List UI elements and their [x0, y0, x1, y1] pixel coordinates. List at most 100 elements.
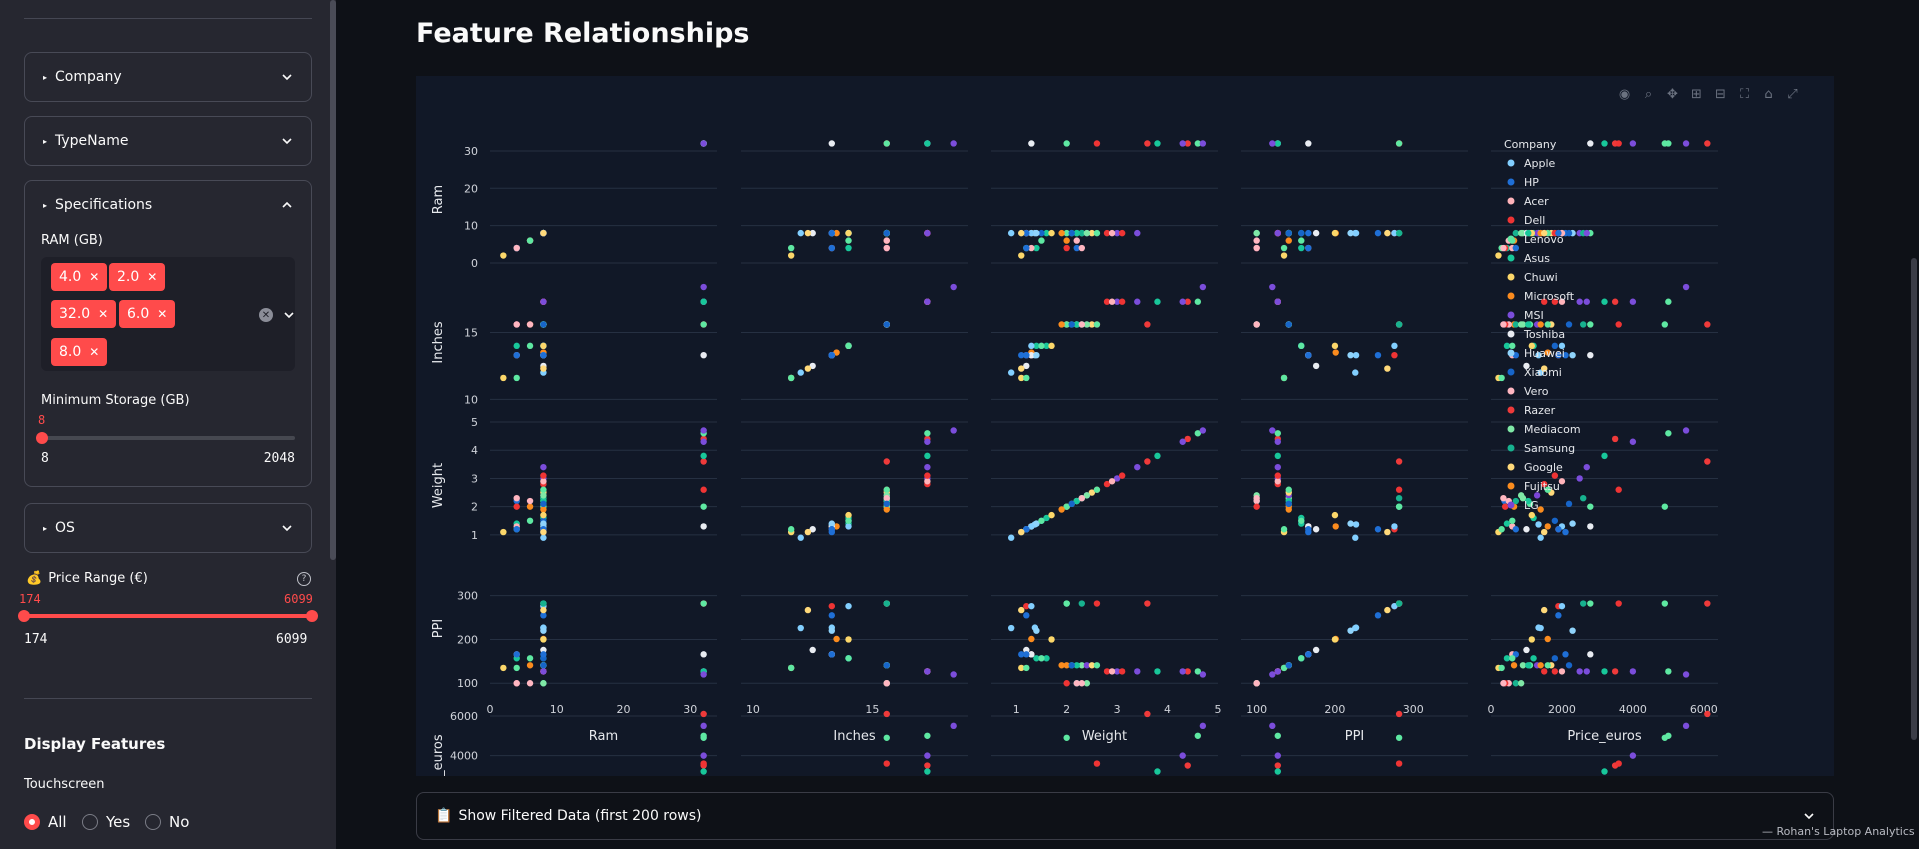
scatter-point[interactable]	[1103, 668, 1111, 675]
scatter-point[interactable]	[1551, 342, 1559, 350]
scatter-point[interactable]	[1038, 655, 1045, 662]
scatter-point[interactable]	[828, 140, 835, 147]
scatter-point[interactable]	[1285, 506, 1292, 513]
scatter-point[interactable]	[1063, 229, 1070, 237]
scatter-point[interactable]	[1023, 526, 1030, 533]
scatter-point[interactable]	[540, 600, 547, 607]
chevron-down-icon[interactable]	[1803, 810, 1815, 822]
scatter-point[interactable]	[1093, 140, 1101, 147]
scatter-point[interactable]	[1285, 237, 1292, 244]
scatter-point[interactable]	[1018, 528, 1025, 536]
scatter-point[interactable]	[1298, 655, 1305, 662]
scatter-point[interactable]	[883, 600, 890, 607]
scatter-point[interactable]	[1580, 321, 1587, 328]
radio-no[interactable]: No	[145, 813, 189, 831]
scatter-point[interactable]	[1537, 506, 1544, 513]
scatter-point[interactable]	[1134, 229, 1141, 237]
scatter-point[interactable]	[1583, 463, 1590, 471]
scatter-point[interactable]	[1391, 602, 1398, 610]
scatter-point[interactable]	[1541, 365, 1548, 372]
scatter-point[interactable]	[1587, 600, 1594, 607]
scatter-point[interactable]	[924, 452, 931, 460]
radio-yes[interactable]: Yes	[82, 813, 130, 831]
scatter-point[interactable]	[1332, 523, 1339, 530]
scatter-point[interactable]	[1541, 229, 1548, 237]
scatter-point[interactable]	[1525, 497, 1532, 505]
scatter-point[interactable]	[1184, 140, 1191, 147]
scatter-point[interactable]	[700, 427, 707, 434]
scatter-point[interactable]	[1541, 528, 1548, 536]
scatter-point[interactable]	[883, 506, 890, 513]
legend-item-razer[interactable]: Razer	[1524, 404, 1556, 417]
scatter-point[interactable]	[1665, 668, 1672, 675]
scatter-point[interactable]	[700, 671, 707, 678]
legend-marker[interactable]	[1507, 178, 1515, 186]
filtered-data-expander[interactable]: 📋 Show Filtered Data (first 200 rows)	[416, 792, 1834, 840]
scatter-point[interactable]	[833, 229, 840, 237]
storage-slider-handle[interactable]	[36, 432, 48, 444]
scatter-point[interactable]	[1063, 600, 1070, 607]
scatter-point[interactable]	[924, 463, 931, 471]
scatter-point[interactable]	[1083, 229, 1091, 237]
scatter-point[interactable]	[1305, 140, 1312, 147]
scatter-point[interactable]	[1704, 600, 1711, 607]
scatter-point[interactable]	[1537, 321, 1544, 328]
scatter-point[interactable]	[1395, 140, 1403, 147]
scatter-point[interactable]	[883, 760, 890, 767]
scatter-point[interactable]	[924, 229, 931, 237]
scatter-point[interactable]	[1078, 321, 1085, 328]
legend-item-dell[interactable]: Dell	[1524, 214, 1545, 227]
scatter-point[interactable]	[1562, 352, 1569, 359]
scatter-point[interactable]	[1395, 760, 1403, 767]
scatter-point[interactable]	[924, 438, 931, 445]
scatter-point[interactable]	[1517, 321, 1525, 328]
scatter-point[interactable]	[1352, 534, 1359, 541]
scatter-point[interactable]	[1555, 229, 1562, 237]
scatter-point[interactable]	[700, 503, 707, 510]
scatter-point[interactable]	[540, 365, 547, 372]
scatter-point[interactable]	[845, 342, 852, 350]
scatter-point[interactable]	[797, 624, 804, 632]
scatter-point[interactable]	[883, 680, 890, 687]
scatter-point[interactable]	[1023, 244, 1030, 252]
scatter-point[interactable]	[1544, 486, 1551, 493]
scatter-point[interactable]	[1033, 244, 1040, 252]
scatter-point[interactable]	[1078, 244, 1085, 252]
scatter-point[interactable]	[1058, 321, 1065, 328]
scatter-point[interactable]	[1298, 517, 1305, 524]
scatter-point[interactable]	[1509, 342, 1516, 350]
scatter-point[interactable]	[1352, 369, 1359, 376]
scatter-point[interactable]	[1073, 680, 1080, 687]
scatter-point[interactable]	[1154, 668, 1161, 675]
scatter-point[interactable]	[540, 229, 547, 237]
scatter-point[interactable]	[1033, 655, 1040, 662]
scatter-point[interactable]	[500, 664, 507, 672]
scatter-point[interactable]	[1395, 321, 1403, 328]
scatter-point[interactable]	[1108, 298, 1116, 305]
price-slider-low-handle[interactable]	[18, 610, 30, 622]
scatter-point[interactable]	[1068, 321, 1075, 328]
scatter-point[interactable]	[1028, 602, 1035, 610]
scatter-point[interactable]	[924, 472, 931, 479]
scatter-point[interactable]	[1038, 342, 1045, 350]
scatter-point[interactable]	[797, 534, 804, 541]
scatter-point[interactable]	[526, 517, 534, 524]
scatter-point[interactable]	[1269, 427, 1276, 434]
scatter-point[interactable]	[1103, 480, 1111, 488]
scatter-point[interactable]	[1285, 662, 1292, 669]
scatter-point[interactable]	[1023, 374, 1030, 382]
scatter-point[interactable]	[1500, 321, 1507, 328]
scatter-point[interactable]	[883, 244, 890, 252]
scatter-point[interactable]	[1611, 298, 1619, 305]
scatter-point[interactable]	[1033, 520, 1040, 527]
scatter-point[interactable]	[1565, 662, 1573, 669]
radio-all[interactable]: All	[24, 813, 67, 831]
scatter-point[interactable]	[1199, 427, 1207, 434]
scatter-point[interactable]	[540, 298, 547, 305]
scatter-point[interactable]	[513, 352, 520, 359]
scatter-point[interactable]	[1374, 352, 1382, 359]
scatter-point[interactable]	[513, 651, 520, 658]
legend-marker[interactable]	[1507, 292, 1515, 300]
ram-tag[interactable]: 4.0 ✕	[51, 263, 108, 291]
scatter-point[interactable]	[1274, 768, 1281, 775]
